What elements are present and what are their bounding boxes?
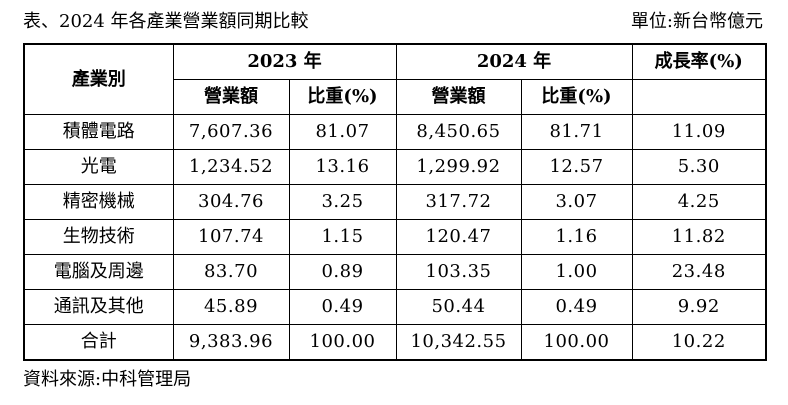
table-row: 光電 1,234.52 13.16 1,299.92 12.57 5.30 [23, 149, 767, 185]
table-row: 生物技術 107.74 1.15 120.47 1.16 11.82 [23, 219, 767, 255]
table-row: 精密機械 304.76 3.25 317.72 3.07 4.25 [23, 184, 767, 220]
share-2024-cell: 100.00 [520, 324, 633, 361]
table-title: 表、2024 年各產業營業額同期比較 [23, 11, 309, 32]
share-2024-cell: 81.71 [520, 114, 633, 150]
table-row: 通訊及其他 45.89 0.49 50.44 0.49 9.92 [23, 289, 767, 325]
header-year-2024: 2024 年 [395, 43, 633, 80]
source-note: 資料來源:中科管理局 [23, 369, 192, 390]
header-growth-blank [631, 79, 767, 115]
table-row: 積體電路 7,607.36 81.07 8,450.65 81.71 11.09 [23, 114, 767, 150]
share-2024-cell: 3.07 [520, 184, 633, 220]
growth-rate-cell: 23.48 [631, 254, 767, 290]
table-caption: 表、2024 年各產業營業額同期比較 單位:新台幣億元 [23, 10, 763, 34]
revenue-2024-cell: 10,342.55 [395, 324, 522, 361]
share-2023-cell: 81.07 [288, 114, 397, 150]
growth-rate-cell: 4.25 [631, 184, 767, 220]
industry-name-cell: 合計 [23, 324, 174, 361]
revenue-2024-cell: 103.35 [395, 254, 522, 290]
table-body: 產業別 2023 年 2024 年 成長率(%) 營業額 比重(%) 營業額 比… [23, 43, 767, 361]
share-2023-cell: 13.16 [288, 149, 397, 185]
share-2023-cell: 0.49 [288, 289, 397, 325]
revenue-2023-cell: 304.76 [172, 184, 290, 220]
header-revenue-2024: 營業額 [395, 79, 522, 115]
total-row: 合計 9,383.96 100.00 10,342.55 100.00 10.22 [23, 324, 767, 361]
growth-rate-cell: 10.22 [631, 324, 767, 361]
growth-rate-cell: 9.92 [631, 289, 767, 325]
header-row-years: 產業別 2023 年 2024 年 成長率(%) [23, 43, 767, 115]
industry-name-cell: 光電 [23, 149, 174, 185]
header-revenue-2023: 營業額 [172, 79, 290, 115]
growth-rate-cell: 5.30 [631, 149, 767, 185]
revenue-2023-cell: 107.74 [172, 219, 290, 255]
share-2024-cell: 12.57 [520, 149, 633, 185]
industry-name-cell: 積體電路 [23, 114, 174, 150]
share-2024-cell: 1.16 [520, 219, 633, 255]
share-2024-cell: 1.00 [520, 254, 633, 290]
unit-label: 單位:新台幣億元 [630, 11, 763, 32]
header-share-2023: 比重(%) [288, 79, 397, 115]
header-row-metrics: 營業額 比重(%) 營業額 比重(%) [24, 79, 767, 115]
industry-name-cell: 通訊及其他 [23, 289, 174, 325]
growth-rate-cell: 11.82 [631, 219, 767, 255]
revenue-2023-cell: 1,234.52 [172, 149, 290, 185]
revenue-2023-cell: 83.70 [172, 254, 290, 290]
growth-rate-cell: 11.09 [631, 114, 767, 150]
industry-name-cell: 電腦及周邊 [23, 254, 174, 290]
header-year-2023: 2023 年 [172, 43, 397, 80]
header-share-2024: 比重(%) [520, 79, 633, 115]
header-industry: 產業別 [23, 43, 174, 115]
revenue-2024-cell: 8,450.65 [395, 114, 522, 150]
share-2024-cell: 0.49 [520, 289, 633, 325]
revenue-2024-cell: 50.44 [395, 289, 522, 325]
share-2023-cell: 0.89 [288, 254, 397, 290]
revenue-2023-cell: 45.89 [172, 289, 290, 325]
share-2023-cell: 100.00 [288, 324, 397, 361]
share-2023-cell: 1.15 [288, 219, 397, 255]
share-2023-cell: 3.25 [288, 184, 397, 220]
industry-revenue-table: 產業別 2023 年 2024 年 成長率(%) 營業額 比重(%) 營業額 比… [23, 43, 767, 361]
industry-name-cell: 生物技術 [23, 219, 174, 255]
table-row: 電腦及周邊 83.70 0.89 103.35 1.00 23.48 [23, 254, 767, 290]
revenue-2024-cell: 1,299.92 [395, 149, 522, 185]
revenue-2023-cell: 7,607.36 [172, 114, 290, 150]
header-growth: 成長率(%) [631, 43, 767, 80]
revenue-2023-cell: 9,383.96 [172, 324, 290, 361]
industry-name-cell: 精密機械 [23, 184, 174, 220]
revenue-2024-cell: 120.47 [395, 219, 522, 255]
revenue-2024-cell: 317.72 [395, 184, 522, 220]
